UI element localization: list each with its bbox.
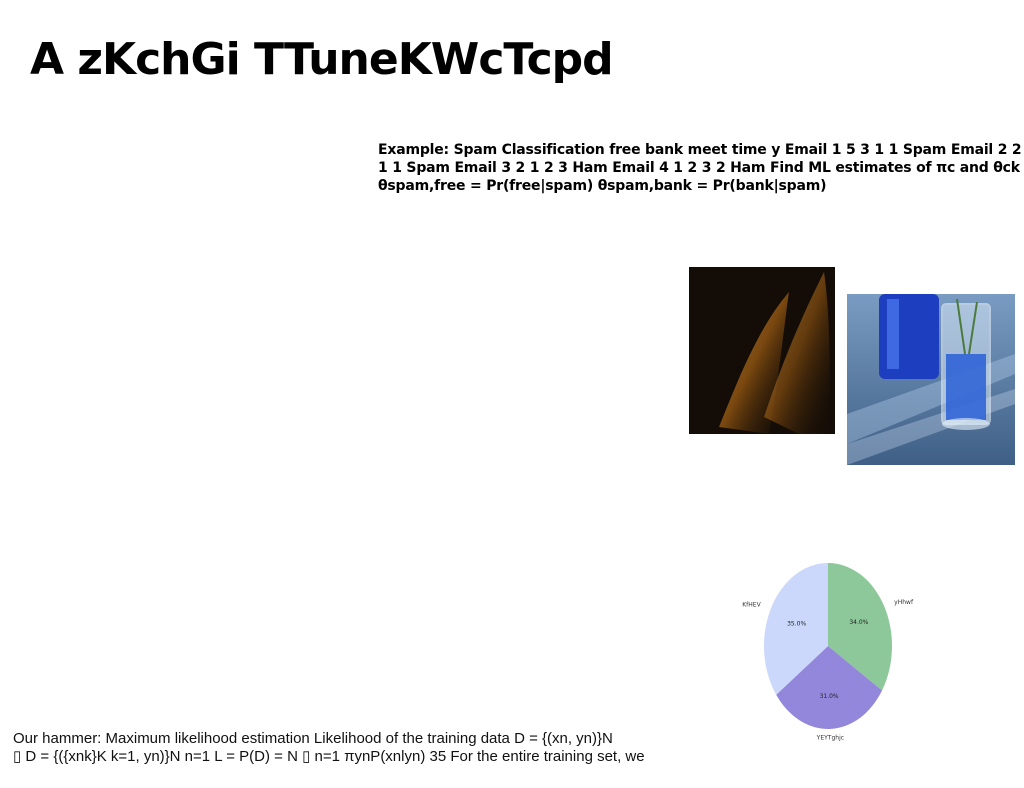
footer-line-1: Our hammer: Maximum likelihood estimatio… [13,730,613,747]
pie-chart: 34.0% yHhwf 31.0% YEYTghjc 35.0% KfHEV [740,555,920,745]
pie-chart-svg: 34.0% yHhwf 31.0% YEYTghjc 35.0% KfHEV [742,563,914,741]
pie-value-label-2: 35.0% [787,620,806,627]
footer-text: Our hammer: Maximum likelihood estimatio… [13,730,713,766]
pie-slice-1 [776,646,883,729]
example-text: Example: Spam Classification free bank m… [378,142,1022,194]
pie-slice-0 [828,563,892,691]
pie-category-label-0: yHhwf [894,599,914,606]
footer-line-2: ▯ D = {({xnk}K k=1, yn)}N n=1 L = P(D) =… [13,748,645,765]
pie-category-label-1: YEYTghjc [816,734,844,741]
dark-abstract-graphic [689,267,835,434]
blue-glass-image [847,294,1015,465]
pie-value-label-0: 34.0% [849,619,868,626]
dark-abstract-image [689,267,835,434]
slide-title: A zKchGi TTuneKWcTcpd [30,34,614,85]
blue-glass-graphic [847,294,1015,465]
pie-category-label-2: KfHEV [742,602,761,609]
pie-value-label-1: 31.0% [820,693,839,700]
pie-slice-2 [764,563,828,695]
